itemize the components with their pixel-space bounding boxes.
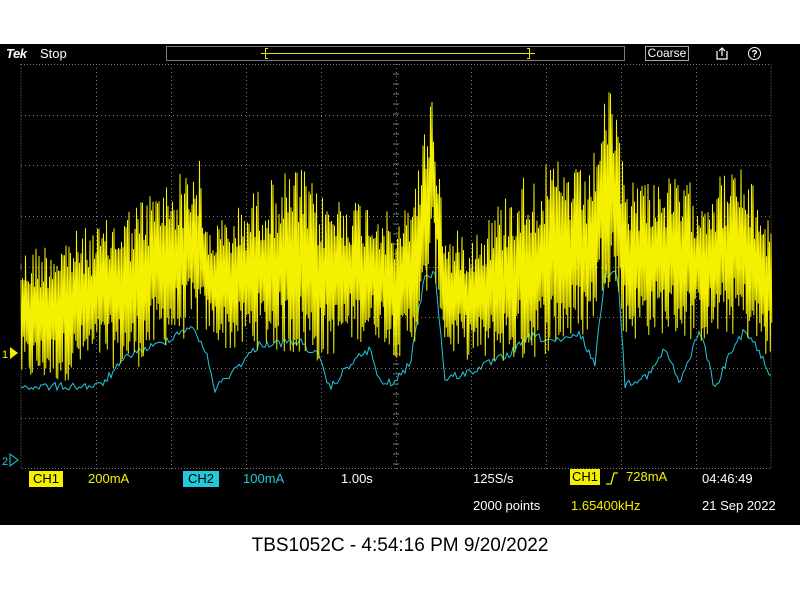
clock-time: 04:46:49 — [702, 471, 753, 486]
ch1-scale: 200mA — [88, 471, 130, 486]
trigger-level[interactable]: 728mA — [626, 469, 668, 484]
brand-logo: Tek — [6, 46, 27, 61]
record-view-line — [261, 53, 535, 54]
ch1-badge[interactable]: CH1 — [29, 471, 63, 487]
record-view-right-bracket — [527, 48, 530, 59]
ch2-marker-arrow-icon — [9, 453, 19, 467]
ch1-marker-label: 1 — [2, 349, 8, 361]
help-icon[interactable]: ? — [748, 47, 761, 60]
top-status-bar: Tek Stop Coarse ? — [0, 44, 800, 64]
coarse-button[interactable]: Coarse — [645, 46, 689, 61]
oscilloscope-screen: Tek Stop Coarse ? 1 2 CH1 200mA CH2 — [0, 44, 800, 525]
ch1-marker-arrow-icon — [10, 347, 18, 359]
sample-rate: 125S/s — [473, 471, 514, 486]
ch2-scale: 100mA — [243, 471, 285, 486]
record-view-bar[interactable] — [166, 46, 625, 61]
save-icon[interactable] — [715, 47, 729, 60]
ch1-ground-marker[interactable]: 1 — [2, 347, 18, 361]
rising-edge-icon — [606, 472, 618, 485]
record-length: 2000 points — [473, 498, 541, 513]
waveform-graticule: 1 2 — [2, 64, 773, 469]
bottom-status-bar: CH1 200mA CH2 100mA 1.00s 125S/s 2000 po… — [0, 469, 800, 525]
ch2-marker-label: 2 — [2, 456, 8, 468]
ch1-waveform — [20, 92, 773, 381]
timebase[interactable]: 1.00s — [341, 471, 373, 486]
trigger-frequency: 1.65400kHz — [571, 498, 641, 513]
clock-date: 21 Sep 2022 — [702, 498, 776, 513]
ch2-badge[interactable]: CH2 — [183, 471, 219, 487]
screenshot-caption: TBS1052C - 4:54:16 PM 9/20/2022 — [251, 535, 549, 556]
trigger-source-badge[interactable]: CH1 — [570, 469, 600, 485]
ch2-ground-marker[interactable]: 2 — [2, 453, 19, 468]
record-view-left-bracket — [265, 48, 268, 59]
run-state[interactable]: Stop — [40, 46, 67, 61]
ch2-waveform — [20, 270, 772, 394]
